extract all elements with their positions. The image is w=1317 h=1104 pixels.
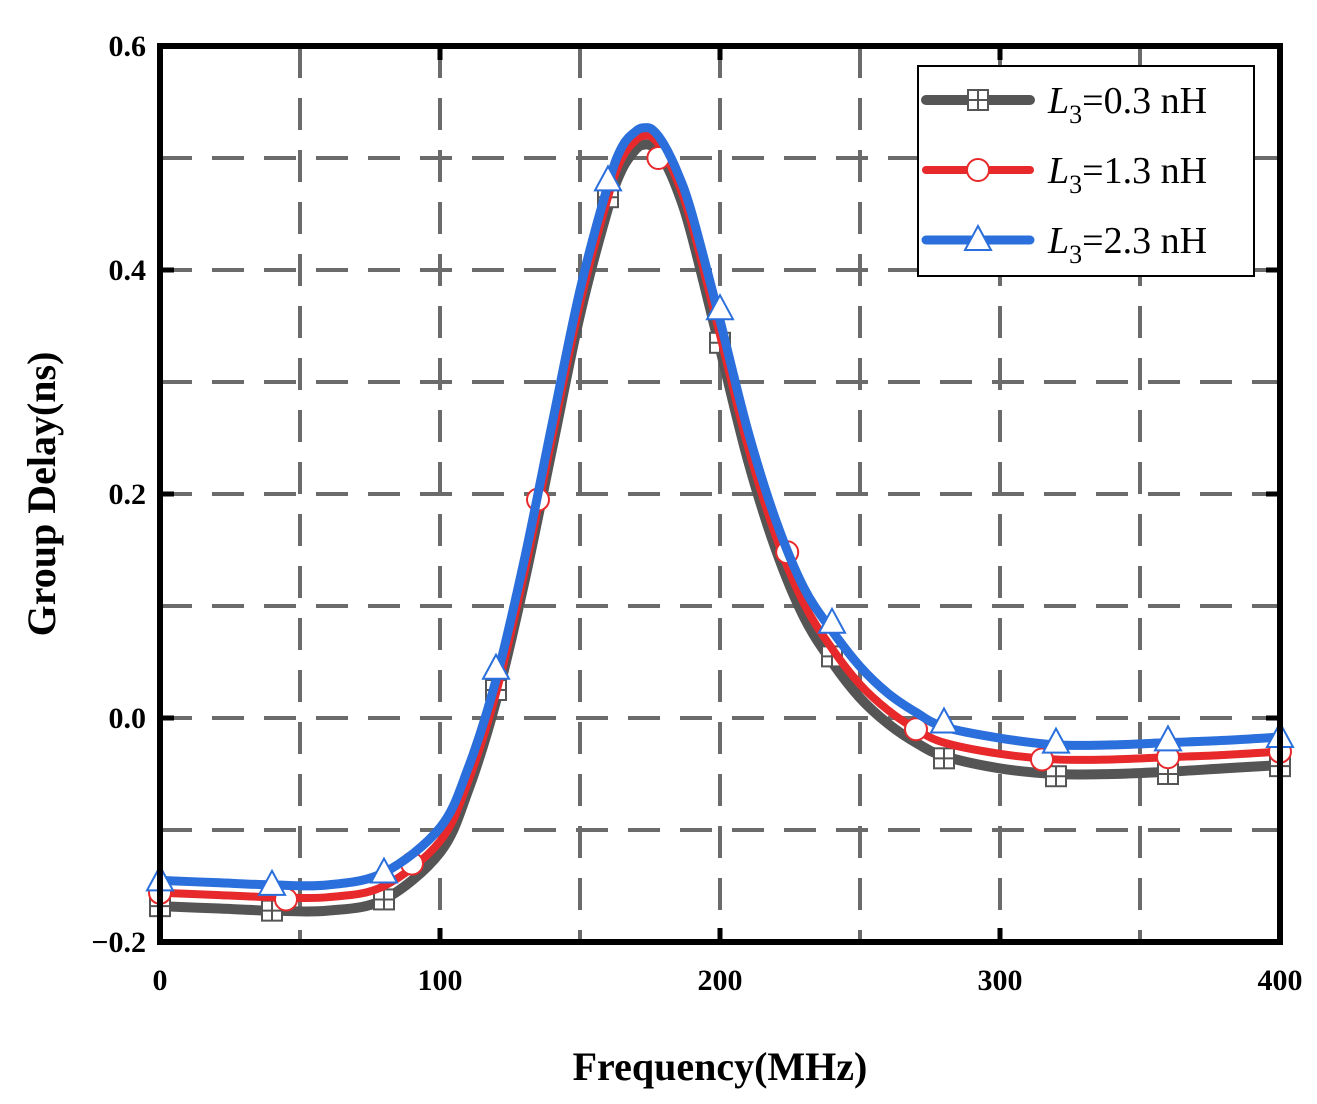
legend-label: L3=2.3 nH (1047, 220, 1207, 269)
legend-marker (967, 89, 989, 111)
legend-item: L3=0.3 nH (921, 80, 1207, 129)
y-axis-title: Group Delay(ns) (19, 352, 64, 637)
tick-layer: 0 100 200 300 400 −0.2 0.0 0.2 0.4 0.6 (91, 30, 1302, 997)
y-tick-label: 0.6 (109, 30, 147, 63)
data-point (373, 888, 395, 911)
legend-var: L (1047, 150, 1069, 192)
legend-rest: =2.3 nH (1082, 220, 1207, 262)
data-point (369, 856, 399, 884)
data-point (481, 652, 511, 680)
y-tick-label: 0.4 (109, 254, 147, 287)
legend-label: L3=1.3 nH (1047, 150, 1207, 199)
legend-var: L (1047, 220, 1069, 262)
x-tick-label: 200 (698, 964, 743, 997)
x-tick-label: 400 (1258, 964, 1303, 997)
legend-rest: =1.3 nH (1082, 150, 1207, 192)
x-tick-label: 300 (978, 964, 1023, 997)
legend-sub: 3 (1069, 170, 1082, 199)
legend-var: L (1047, 80, 1069, 122)
legend-item: L3=1.3 nH (922, 150, 1207, 199)
x-tick-label: 100 (418, 964, 463, 997)
grid-layer (160, 46, 1280, 942)
data-point (1030, 747, 1054, 772)
data-point (1045, 765, 1067, 788)
y-tick-label: 0.0 (109, 702, 147, 735)
legend-marker (966, 158, 990, 182)
data-point (933, 747, 955, 770)
legend-marker (963, 223, 993, 251)
series-3 (145, 123, 1295, 896)
data-point (593, 164, 623, 192)
y-tick-label: 0.2 (109, 478, 147, 511)
x-tick-label: 0 (153, 964, 168, 997)
series-layer (145, 123, 1295, 922)
legend-sub: 3 (1069, 240, 1082, 269)
x-axis-title: Frequency(MHz) (573, 1044, 868, 1089)
data-point (929, 706, 959, 734)
y-tick-label: −0.2 (91, 926, 146, 959)
data-point (1153, 724, 1183, 752)
legend-rest: =0.3 nH (1082, 80, 1207, 122)
data-point (705, 293, 735, 321)
data-point (257, 868, 287, 896)
legend-sub: 3 (1069, 100, 1082, 129)
legend-item: L3=2.3 nH (921, 220, 1207, 269)
legend-label: L3=0.3 nH (1047, 80, 1207, 129)
data-point (817, 606, 847, 634)
data-point (904, 717, 928, 742)
data-point (1041, 726, 1071, 754)
